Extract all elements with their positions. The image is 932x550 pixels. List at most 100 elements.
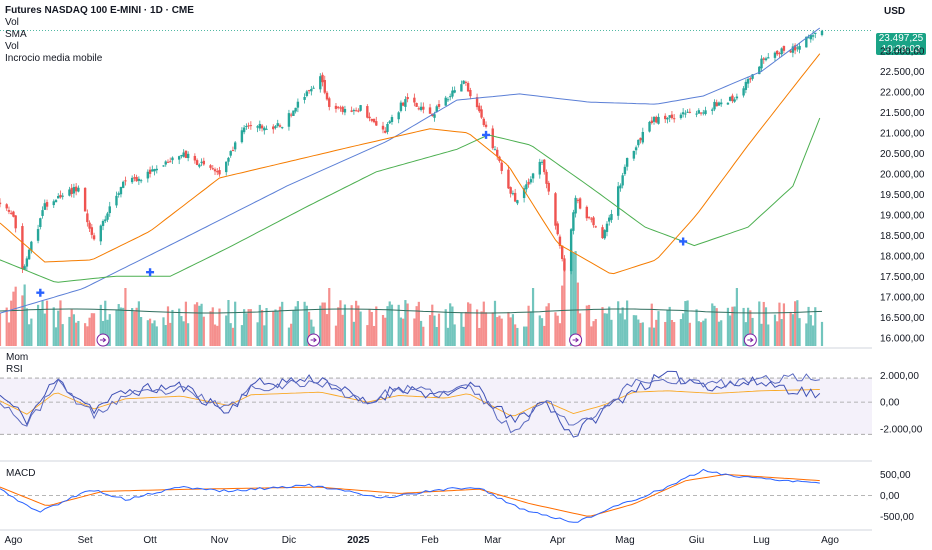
volume-bar bbox=[467, 302, 470, 346]
candle-body bbox=[39, 218, 42, 228]
candle-body bbox=[202, 160, 206, 165]
last-price-value: 23.497,25 bbox=[878, 33, 924, 44]
volume-bar bbox=[290, 323, 293, 346]
candle-body bbox=[540, 161, 544, 163]
volume-bar bbox=[292, 310, 295, 346]
candle-body bbox=[59, 194, 62, 198]
candle-body bbox=[448, 96, 452, 98]
legend-line-volume-2[interactable]: Vol bbox=[5, 41, 19, 52]
candle-body bbox=[27, 249, 31, 260]
candle-body bbox=[417, 108, 421, 110]
candle-body bbox=[648, 121, 651, 132]
candle-body bbox=[798, 45, 801, 50]
volume-bar bbox=[399, 317, 403, 346]
legend-line-volume[interactable]: Vol bbox=[5, 17, 19, 28]
candle-body bbox=[0, 202, 2, 205]
volume-bar bbox=[366, 325, 369, 346]
candle-body bbox=[446, 99, 450, 101]
volume-bar bbox=[527, 305, 530, 346]
candle-body bbox=[325, 92, 329, 100]
volume-bar bbox=[464, 311, 467, 346]
candle-body bbox=[54, 200, 58, 203]
volume-bar bbox=[146, 320, 149, 346]
candle-body bbox=[451, 90, 454, 97]
candle-body bbox=[782, 46, 786, 51]
currency-label[interactable]: USD bbox=[884, 6, 906, 17]
candle-body bbox=[625, 158, 629, 167]
candle-body bbox=[516, 200, 519, 204]
candle-body bbox=[7, 210, 11, 212]
candle-body bbox=[74, 186, 78, 192]
candle-body bbox=[746, 78, 750, 84]
volume-bar bbox=[52, 307, 55, 346]
legend-line-sma[interactable]: SMA bbox=[5, 29, 27, 40]
macd-axis-tick: -500,00 bbox=[880, 512, 914, 523]
candle-body bbox=[341, 106, 344, 113]
volume-bar bbox=[70, 309, 73, 346]
volume-bar bbox=[119, 307, 123, 346]
candle-body bbox=[578, 198, 582, 209]
candle-body bbox=[731, 95, 734, 102]
rsi-pane-label[interactable]: RSI bbox=[6, 364, 23, 375]
symbol-title[interactable]: Futures NASDAQ 100 E-MINI · 1D · CME bbox=[5, 5, 194, 16]
volume-bar bbox=[355, 300, 358, 346]
candle-body bbox=[68, 189, 71, 196]
candle-body bbox=[9, 212, 13, 214]
volume-bar bbox=[525, 326, 528, 346]
candle-body bbox=[437, 104, 441, 107]
price-axis-tick: 18.000,00 bbox=[880, 251, 925, 262]
volume-bar bbox=[749, 310, 752, 346]
candle-body bbox=[406, 96, 409, 100]
candle-body bbox=[460, 84, 463, 92]
legend-line-ma-cross[interactable]: Incrocio media mobile bbox=[5, 53, 103, 64]
volume-bar bbox=[809, 315, 812, 346]
candle-body bbox=[171, 157, 174, 161]
candle-body bbox=[200, 161, 203, 163]
volume-bar bbox=[632, 315, 635, 346]
candle-body bbox=[310, 88, 313, 92]
candle-body bbox=[153, 169, 156, 172]
volume-bar bbox=[731, 306, 734, 346]
oscillator-axis-tick: -2.000,00 bbox=[880, 424, 923, 435]
volume-bar bbox=[209, 311, 212, 346]
volume-bar bbox=[760, 323, 763, 346]
candle-body bbox=[256, 126, 259, 128]
candle-body bbox=[323, 79, 326, 93]
volume-bar bbox=[287, 327, 291, 346]
volume-bar bbox=[758, 301, 761, 346]
time-axis-tick: Ago bbox=[5, 535, 23, 546]
volume-bar bbox=[101, 320, 105, 346]
candle-body bbox=[608, 217, 611, 222]
candle-body bbox=[820, 30, 824, 36]
macd-axis-tick: 500,00 bbox=[880, 470, 911, 481]
candle-body bbox=[558, 236, 562, 246]
volume-bar bbox=[260, 309, 264, 346]
volume-bar bbox=[200, 303, 203, 346]
ma-cross-marker bbox=[36, 288, 45, 297]
volume-bar bbox=[634, 315, 638, 346]
volume-bar bbox=[249, 309, 252, 346]
macd-pane-label[interactable]: MACD bbox=[6, 468, 36, 479]
candle-body bbox=[717, 102, 721, 106]
volume-bar bbox=[196, 302, 199, 346]
volume-bar bbox=[699, 322, 703, 346]
volume-bar bbox=[265, 307, 268, 346]
candle-body bbox=[186, 153, 190, 159]
candle-body bbox=[758, 66, 761, 75]
candle-body bbox=[292, 110, 295, 116]
candle-body bbox=[213, 169, 217, 172]
volume-bar bbox=[225, 315, 228, 346]
volume-bar bbox=[187, 323, 190, 346]
time-axis-tick: 2025 bbox=[347, 535, 370, 546]
volume-bar bbox=[782, 303, 786, 346]
candle-body bbox=[352, 110, 356, 112]
candle-body bbox=[733, 99, 736, 102]
momentum-pane-label[interactable]: Mom bbox=[6, 352, 29, 363]
price-axis-tick: 21.500,00 bbox=[880, 108, 925, 119]
candle-body bbox=[321, 74, 324, 83]
rsi-band-background bbox=[0, 378, 872, 435]
volume-bar bbox=[428, 315, 432, 346]
candle-body bbox=[711, 109, 714, 111]
volume-bar bbox=[587, 304, 591, 346]
